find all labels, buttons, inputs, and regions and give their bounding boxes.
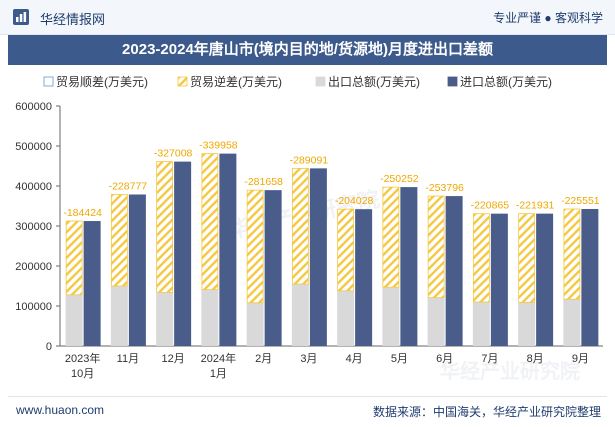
deficit-data-label: -250252: [380, 173, 419, 185]
x-tick-label: 9月: [572, 353, 589, 365]
top-bar: 华经情报网 专业严谨 ● 客观科学: [0, 0, 615, 35]
y-tick-label: 600000: [15, 101, 52, 113]
export-bar: [65, 294, 83, 346]
legend-label: 进口总额(万美元): [460, 75, 552, 89]
export-bar: [472, 302, 490, 346]
x-tick-label: 3月: [300, 353, 317, 365]
export-bar: [427, 297, 445, 346]
x-tick-label: 8月: [527, 353, 544, 365]
export-bar: [291, 284, 309, 346]
x-tick-label: 12月: [162, 353, 185, 365]
deficit-data-label: -184424: [63, 207, 102, 219]
deficit-bar: [201, 153, 219, 290]
legend-swatch: [177, 76, 188, 87]
import-bar: [536, 213, 554, 346]
watermark-secondary: 华经产业研究院: [440, 359, 580, 383]
x-tick-label: 7月: [481, 353, 498, 365]
export-bar: [110, 286, 128, 346]
export-bar: [518, 302, 536, 346]
export-bar: [201, 289, 219, 346]
import-bar: [83, 221, 101, 346]
x-tick-label: 11月: [117, 353, 139, 365]
tagline: 专业严谨 ● 客观科学: [493, 11, 603, 25]
legend-label: 贸易顺差(万美元): [56, 75, 148, 89]
x-tick-label: 5月: [391, 353, 408, 365]
deficit-bar: [518, 213, 536, 303]
brand-name: 华经情报网: [40, 12, 106, 27]
deficit-data-label: -339958: [199, 140, 238, 152]
deficit-bar: [65, 220, 83, 296]
y-tick-label: 100000: [15, 301, 52, 313]
deficit-bar: [427, 195, 445, 299]
import-bar: [445, 196, 463, 346]
x-tick-label: 2月: [255, 353, 272, 365]
deficit-bar: [156, 161, 174, 293]
deficit-bar: [291, 167, 309, 285]
y-tick-label: 0: [46, 341, 52, 353]
export-bar: [156, 292, 174, 346]
import-bar: [400, 187, 418, 346]
deficit-data-label: -220865: [471, 200, 510, 212]
x-tick-label-line2: 1月: [210, 368, 227, 380]
deficit-data-label: -289091: [290, 154, 329, 166]
x-tick-label: 6月: [436, 353, 453, 365]
x-tick-label: 2023年: [65, 351, 100, 365]
import-bar: [219, 153, 237, 346]
chart-area: 华经产业研究院华经产业研究院贸易顺差(万美元)贸易逆差(万美元)出口总额(万美元…: [15, 74, 603, 383]
legend-item: 贸易顺差(万美元): [43, 75, 148, 89]
deficit-data-label: -225551: [561, 195, 600, 207]
import-bar: [264, 190, 282, 346]
x-tick-label-line2: 10月: [71, 368, 94, 380]
export-bar: [246, 302, 264, 346]
footer-website[interactable]: www.huaon.com: [16, 403, 105, 417]
deficit-data-label: -253796: [425, 182, 464, 194]
legend-item: 进口总额(万美元): [447, 75, 552, 89]
deficit-data-label: -281658: [244, 176, 283, 188]
deficit-data-label: -204028: [335, 195, 374, 207]
legend-swatch: [447, 76, 458, 87]
import-bar: [309, 168, 327, 346]
deficit-data-label: -221931: [516, 200, 555, 212]
footer-source: 数据来源：中国海关，华经产业研究院整理: [372, 405, 601, 419]
import-bar: [355, 209, 373, 346]
deficit-data-label: -228777: [109, 180, 148, 192]
deficit-bar: [110, 194, 128, 287]
import-bar: [128, 194, 146, 346]
legend-swatch: [315, 76, 326, 87]
export-bar: [337, 290, 355, 346]
deficit-bar: [563, 208, 581, 300]
y-tick-label: 400000: [15, 181, 52, 193]
deficit-bar: [472, 213, 490, 303]
legend-item: 出口总额(万美元): [315, 75, 420, 89]
x-tick-label: 4月: [346, 353, 363, 365]
deficit-bar: [246, 189, 264, 304]
legend-item: 贸易逆差(万美元): [177, 74, 282, 89]
deficit-bar: [337, 208, 355, 292]
import-bar: [174, 161, 192, 346]
deficit-data-label: -327008: [154, 148, 193, 160]
y-tick-label: 300000: [15, 221, 52, 233]
x-tick-label: 2024年: [201, 351, 236, 365]
import-bar: [581, 208, 599, 346]
legend-label: 贸易逆差(万美元): [190, 74, 282, 89]
chart-title: 2023-2024年唐山市(境内目的地/货源地)月度进出口差额: [8, 35, 607, 65]
export-bar: [563, 299, 581, 346]
import-bar: [490, 213, 508, 346]
legend-label: 出口总额(万美元): [328, 75, 420, 89]
footer-divider: [8, 396, 607, 397]
export-bar: [382, 287, 400, 346]
huajing-logo-icon: [13, 9, 29, 25]
y-tick-label: 200000: [15, 261, 52, 273]
y-tick-label: 500000: [15, 141, 52, 153]
legend-swatch: [43, 76, 54, 87]
deficit-bar: [382, 186, 400, 288]
